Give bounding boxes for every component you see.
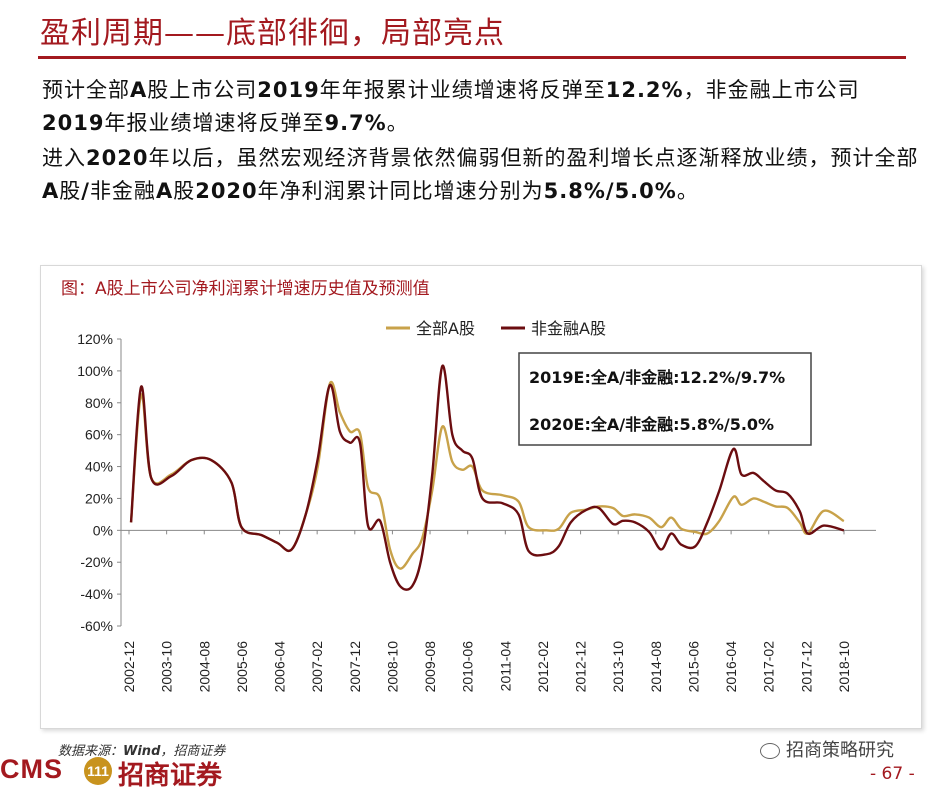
page-title: 盈利周期——底部徘徊，局部亮点 <box>40 16 505 51</box>
x-tick-label: 2008-10 <box>384 641 400 693</box>
p2-text-b: 2020 <box>86 146 149 170</box>
source-bold: Wind <box>123 744 161 759</box>
y-tick-label: 100% <box>77 363 113 379</box>
logo-badge-icon: 111 <box>84 757 112 785</box>
source-rest: ，招商证券 <box>160 744 226 759</box>
p1-text-f: 12.2% <box>605 78 684 102</box>
y-tick-label: 0% <box>93 522 113 538</box>
y-tick-label: 120% <box>77 331 113 347</box>
y-tick-label: 40% <box>85 459 113 475</box>
wechat-account: 招商策略研究 <box>760 736 894 762</box>
p2-text-g: 非金融 <box>89 179 156 203</box>
forecast-annotation-line: 2020E:全A/非金融:5.8%/5.0% <box>529 415 774 434</box>
y-tick-label: -40% <box>80 586 113 602</box>
p1-text-b: A <box>130 78 148 102</box>
y-tick-label: 60% <box>85 427 113 443</box>
p2-text-a: 进入 <box>42 146 86 170</box>
x-tick-label: 2017-02 <box>761 641 777 693</box>
p2-text-l: 5.8%/5.0% <box>543 179 677 203</box>
legend-label-all-a: 全部A股 <box>416 319 475 338</box>
logo-cms-text: CMS <box>0 754 63 784</box>
x-tick-label: 2007-02 <box>309 641 325 693</box>
p2-text-e: 股 <box>59 179 82 203</box>
chart-panel: 图：A股上市公司净利润累计增速历史值及预测值 120% 100% 80% 60% 40%… <box>40 265 922 729</box>
series-line-nonfin <box>129 364 845 591</box>
x-tick-label: 2005-06 <box>234 641 250 693</box>
wechat-icon <box>760 743 780 759</box>
x-tick-label: 2009-08 <box>422 641 438 693</box>
y-tick-label: 20% <box>85 490 113 506</box>
x-tick-label: 2007-12 <box>347 641 363 693</box>
line-chart: 120% 100% 80% 60% 40% 20% 0% -20% -40% -60% 2002-1… <box>77 319 876 693</box>
x-tick-label: 2002-12 <box>121 641 137 693</box>
forecast-annotation-box <box>518 352 812 446</box>
x-tick-label: 2006-04 <box>272 641 288 693</box>
x-tick-label: 2017-12 <box>798 641 814 693</box>
p2-text-m: 。 <box>676 179 699 203</box>
logo-cn-text: 招商证券 <box>118 761 223 791</box>
y-tick-label: -20% <box>80 554 113 570</box>
p2-text-h: A <box>155 179 174 203</box>
x-tick-label: 2004-08 <box>196 641 212 693</box>
x-tick-label: 2012-12 <box>573 641 589 693</box>
p1-text-d: 2019 <box>257 78 320 102</box>
page-number: - 67 - <box>870 764 915 784</box>
x-tick-label: 2018-10 <box>836 641 852 693</box>
title-divider <box>38 56 906 59</box>
wechat-name: 招商策略研究 <box>786 740 894 761</box>
p1-text-c: 股上市公司 <box>147 78 258 102</box>
x-tick-label: 2010-06 <box>460 641 476 693</box>
p2-text-j: 2020 <box>195 179 258 203</box>
p1-text-h: 2019 <box>42 111 105 135</box>
x-tick-label: 2003-10 <box>159 641 175 693</box>
p1-text-j: 9.7% <box>324 111 387 135</box>
data-source: 数据来源：Wind，招商证券 <box>58 740 225 759</box>
legend-label-nonfin: 非金融A股 <box>531 319 606 338</box>
summary-paragraph-1: 预计全部A股上市公司2019年年报累计业绩增速将反弹至12.2%，非金融上市公司… <box>42 74 922 140</box>
summary-paragraph-2: 进入2020年以后，虽然宏观经济背景依然偏弱但新的盈利增长点逐渐释放业绩，预计全… <box>42 142 922 208</box>
forecast-annotation-line: 2019E:全A/非金融:12.2%/9.7% <box>529 368 785 387</box>
x-tick-label: 2016-04 <box>723 641 739 693</box>
p2-text-k: 年净利润累计同比增速分别为 <box>257 179 544 203</box>
y-tick-label: -60% <box>80 618 113 634</box>
y-tick-label: 80% <box>85 395 113 411</box>
p2-text-i: 股 <box>173 179 196 203</box>
x-tick-label: 2012-02 <box>535 641 551 693</box>
chart-title: 图：A股上市公司净利润累计增速历史值及预测值 <box>61 279 430 299</box>
x-tick-label: 2014-08 <box>648 641 664 693</box>
x-tick-label: 2011-04 <box>497 641 513 692</box>
x-tick-label: 2013-10 <box>610 641 626 693</box>
x-tick-label: 2015-06 <box>685 641 701 693</box>
p1-text-g: ，非金融上市公司 <box>683 78 860 102</box>
p1-text-e: 年年报累计业绩增速将反弹至 <box>319 78 606 102</box>
p2-text-f: / <box>81 179 90 203</box>
p1-text-k: 。 <box>386 111 409 135</box>
p1-text-i: 年报业绩增速将反弹至 <box>104 111 325 135</box>
source-label: 数据来源： <box>58 744 124 759</box>
p1-text-a: 预计全部 <box>42 78 130 102</box>
brand-logo: CMS 111 招商证券 <box>0 754 240 791</box>
p2-text-c: 年以后，虽然宏观经济背景依然偏弱但新的盈利增长点逐渐释放业绩，预计全部 <box>148 146 919 170</box>
p2-text-d: A <box>42 179 60 203</box>
